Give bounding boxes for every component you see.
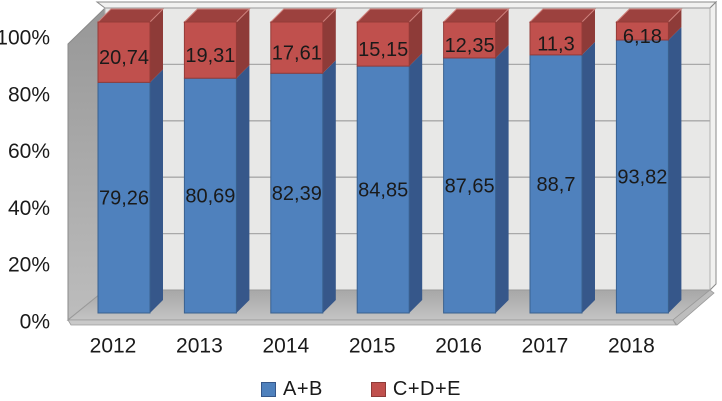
x-axis-category-label: 2018 — [608, 335, 655, 358]
data-label-b: 20,74 — [99, 47, 149, 69]
data-label-b: 17,61 — [272, 43, 322, 65]
floor-right-edge — [672, 289, 715, 326]
bar-side-face-a[interactable] — [409, 53, 423, 314]
data-label-b: 15,15 — [358, 39, 408, 61]
data-label-a: 93,82 — [617, 166, 667, 188]
bar-segment-a[interactable] — [270, 72, 324, 314]
bar-side-face-b[interactable] — [150, 9, 163, 83]
bar-segment-b[interactable] — [529, 21, 583, 56]
bar-segment-a[interactable] — [97, 81, 151, 314]
y-axis-tick-label: 20% — [8, 254, 50, 277]
y-axis-tick-label: 80% — [8, 83, 50, 106]
bar-side-face-a[interactable] — [236, 65, 250, 313]
bar-side-face-a[interactable] — [495, 44, 509, 313]
bar-side-face-b[interactable] — [668, 9, 682, 40]
bar-side-face-b[interactable] — [409, 9, 423, 67]
bar-segment-b[interactable] — [183, 21, 237, 79]
data-label-b: 19,31 — [185, 45, 235, 67]
bar-side-face-a[interactable] — [582, 41, 595, 314]
data-label-a: 87,65 — [445, 175, 495, 197]
x-axis-category-label: 2013 — [176, 335, 223, 358]
data-label-b: 12,35 — [445, 35, 495, 57]
data-label-a: 79,26 — [99, 188, 149, 210]
x-axis-category-label: 2012 — [90, 335, 137, 358]
y-axis-tick-label: 40% — [8, 197, 50, 220]
x-axis-category-label: 2015 — [349, 335, 396, 358]
bar-side-face-b[interactable] — [495, 9, 509, 58]
y-axis-tick-label: 0% — [20, 311, 50, 334]
bar-segment-b[interactable] — [270, 21, 324, 74]
bar-segment-a[interactable] — [529, 54, 583, 314]
legend-label-b: C+D+E — [392, 378, 461, 400]
data-label-a: 82,39 — [272, 183, 322, 205]
legend-item-series-a[interactable]: A+B — [261, 378, 323, 401]
bar-segment-a[interactable] — [356, 65, 410, 314]
right-wall-edge — [709, 0, 717, 292]
data-label-a: 80,69 — [185, 186, 235, 208]
y-axis-tick-label: 100% — [0, 27, 50, 50]
bar-segment-a[interactable] — [615, 39, 669, 314]
bar-side-face-a[interactable] — [668, 26, 682, 314]
floor-front-edge — [67, 319, 677, 326]
bar-segment-b[interactable] — [356, 21, 410, 67]
legend-item-series-b[interactable]: C+D+E — [370, 378, 461, 401]
plot-area: 0% 20% 40% 60% 80% 100% 20,74 79,26 2012 19,31 80,… — [0, 0, 718, 358]
bar-side-face-b[interactable] — [322, 9, 336, 74]
bar-segment-b[interactable] — [97, 21, 151, 83]
bar-side-face-a[interactable] — [150, 69, 163, 314]
data-label-a: 88,7 — [537, 174, 576, 196]
y-axis-tick-label: 60% — [8, 140, 50, 163]
legend-swatch-b — [370, 382, 386, 397]
bar-segment-b[interactable] — [443, 21, 497, 59]
data-label-b: 11,3 — [537, 33, 574, 55]
bar-side-face-b[interactable] — [582, 9, 595, 55]
data-label-a: 84,85 — [358, 180, 408, 202]
legend-label-a: A+B — [283, 378, 323, 400]
x-axis-category-label: 2014 — [262, 335, 309, 358]
chart-legend: A+B C+D+E — [0, 378, 722, 401]
legend-swatch-a — [261, 382, 277, 397]
data-label-b: 6,18 — [623, 26, 662, 48]
bar-segment-b[interactable] — [615, 21, 669, 41]
bar-side-face-b[interactable] — [236, 9, 250, 79]
bar-side-face-a[interactable] — [322, 60, 336, 313]
x-axis-category-label: 2016 — [435, 335, 482, 358]
top-wall-edge — [95, 1, 718, 9]
x-axis-category-label: 2017 — [522, 335, 569, 358]
